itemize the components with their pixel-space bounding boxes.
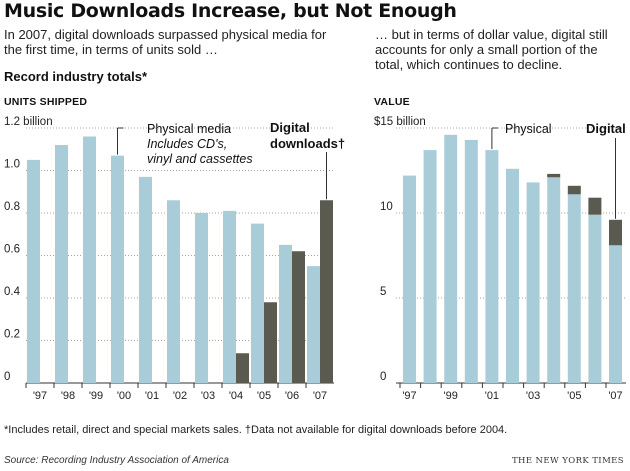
value-physical-bar-2002 (506, 168, 519, 383)
units-y-tick-label: 1.2 billion (4, 116, 53, 128)
units-x-tick-label: '97 (33, 390, 47, 402)
units-physical-bar-1997 (27, 159, 40, 383)
value-y-tick-label: 5 (380, 286, 386, 298)
units-physical-bar-2003 (195, 213, 208, 383)
units-x-tick-label: '01 (145, 390, 159, 402)
value-x-tick-label: '05 (567, 390, 581, 402)
value-x-tick-label: '97 (402, 390, 416, 402)
units-x-tick-label: '05 (257, 390, 271, 402)
value-digital-bar-2006 (588, 197, 602, 215)
value-physical-bar-2006 (588, 214, 602, 383)
chart-title: Music Downloads Increase, but Not Enough (4, 0, 457, 22)
value-digital-bar-2007 (609, 219, 622, 246)
units-physical-bar-2004 (223, 210, 236, 383)
value-physical-bar-1999 (444, 134, 458, 383)
value-physical-bar-2004 (547, 177, 561, 383)
units-x-tick-label: '04 (229, 390, 243, 402)
units-y-tick-label: 0.2 (4, 329, 20, 341)
value-x-tick-label: '07 (608, 390, 622, 402)
value-y-tick-label: 0 (380, 371, 386, 383)
value-y-tick-label: $15 billion (374, 116, 426, 128)
footnote: *Includes retail, direct and special mar… (4, 424, 508, 436)
units-y-tick-label: 0.4 (4, 286, 21, 298)
units-digital-series-label: Digital (270, 120, 310, 135)
units-physical-bar-1999 (83, 136, 96, 383)
units-physical-bar-2001 (139, 176, 152, 383)
value-x-tick-label: '01 (485, 390, 499, 402)
value-x-tick-label: '99 (444, 390, 458, 402)
units-x-tick-label: '00 (117, 390, 131, 402)
section-heading: Record industry totals* (4, 69, 148, 84)
value-physical-bar-2003 (526, 182, 540, 383)
units-y-tick-label: 0.6 (4, 244, 20, 256)
value-physical-bar-2000 (464, 139, 478, 383)
value-physical-bar-1998 (423, 150, 437, 383)
source-note: Source: Recording Industry Association o… (4, 455, 229, 466)
value-panel-title: VALUE (374, 96, 410, 108)
units-x-tick-label: '98 (61, 390, 75, 402)
units-x-tick-label: '03 (201, 390, 215, 402)
units-physical-series-label: Physical media (147, 122, 231, 136)
units-panel-title: UNITS SHIPPED (4, 96, 88, 108)
value-physical-bar-1997 (403, 175, 416, 383)
units-digital-bar-2005 (264, 302, 277, 383)
units-physical-bar-2007 (307, 266, 320, 383)
value-physical-series-label: Physical (505, 122, 552, 136)
units-physical-note: Includes CD's, vinyl and cassettes (147, 137, 253, 166)
units-physical-bar-1998 (55, 145, 68, 383)
value-physical-bar-2005 (567, 194, 581, 383)
units-physical-bar-2005 (251, 223, 264, 383)
credit-line: THE NEW YORK TIMES (511, 456, 624, 466)
value-x-tick-label: '03 (526, 390, 540, 402)
units-physical-bar-2006 (279, 244, 292, 383)
value-physical-bar-2007 (609, 245, 622, 383)
units-digital-bar-2006 (292, 251, 305, 383)
units-y-tick-label: 0 (4, 371, 10, 383)
units-digital-series-label: downloads† (270, 136, 345, 151)
intro-text-units: In 2007, digital downloads surpassed phy… (4, 27, 327, 57)
units-y-tick-label: 0.8 (4, 201, 20, 213)
units-physical-bar-2000 (111, 155, 124, 383)
units-x-tick-label: '99 (89, 390, 103, 402)
value-y-tick-label: 10 (380, 201, 393, 213)
units-x-tick-label: '06 (285, 390, 299, 402)
units-digital-bar-2004 (236, 353, 249, 383)
value-physical-bar-2001 (485, 150, 499, 383)
units-y-tick-label: 1.0 (4, 159, 20, 171)
units-x-tick-label: '02 (173, 390, 187, 402)
units-digital-bar-2007 (320, 200, 333, 383)
value-digital-series-label: Digital (586, 121, 626, 136)
value-digital-bar-2005 (567, 185, 581, 195)
units-physical-bar-2002 (167, 200, 180, 383)
value-digital-bar-2004 (547, 173, 561, 178)
intro-text-value: … but in terms of dollar value, digital … (375, 27, 608, 72)
units-x-tick-label: '07 (313, 390, 327, 402)
